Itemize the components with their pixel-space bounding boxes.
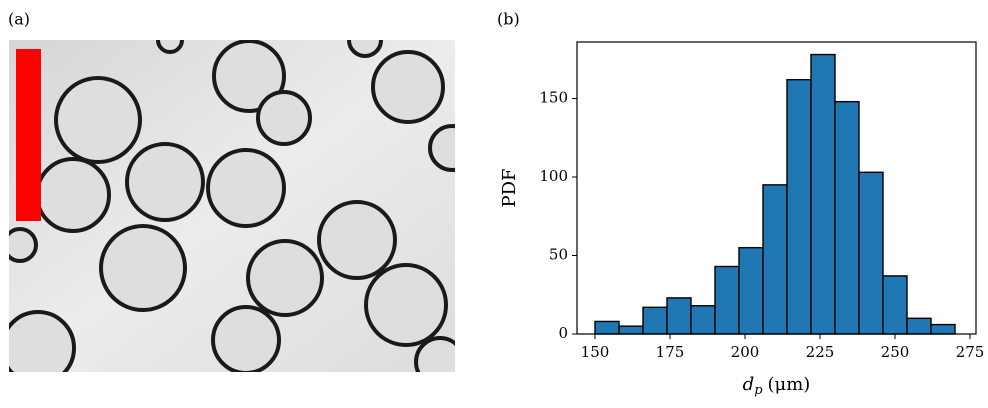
bar: [930, 323, 956, 335]
bar: [858, 171, 884, 335]
x-label-unit: (μm): [768, 374, 811, 395]
x-tick-label: 275: [956, 343, 985, 361]
x-axis-label: dp (μm): [743, 374, 811, 398]
bar: [834, 100, 860, 335]
x-tick-label: 200: [731, 343, 760, 361]
x-tick-label: 150: [581, 343, 610, 361]
y-tick-label: 100: [539, 167, 568, 185]
bar: [762, 184, 788, 335]
bar: [906, 317, 932, 335]
bar: [786, 78, 812, 335]
y-axis-label: PDF: [499, 168, 520, 207]
x-tick-label: 250: [881, 343, 910, 361]
bar: [618, 325, 644, 335]
y-tick-label: 50: [549, 246, 568, 264]
bar: [882, 275, 908, 335]
bar: [594, 320, 620, 335]
x-tick-label: 225: [806, 343, 835, 361]
y-tick-label: 150: [539, 89, 568, 107]
bar: [666, 297, 692, 335]
panel-label: (a): [8, 10, 30, 29]
x-label-subscript: p: [754, 383, 763, 398]
bar: [810, 53, 836, 335]
bar: [642, 306, 668, 335]
x-tick-label: 175: [656, 343, 685, 361]
bar: [714, 265, 740, 335]
panel-label: (b): [497, 10, 520, 29]
x-label-symbol: d: [743, 374, 755, 395]
bar: [690, 305, 716, 335]
photo: [9, 40, 455, 372]
axes-frame: [576, 41, 977, 335]
bar: [738, 246, 764, 335]
y-tick-label: 0: [558, 324, 568, 342]
